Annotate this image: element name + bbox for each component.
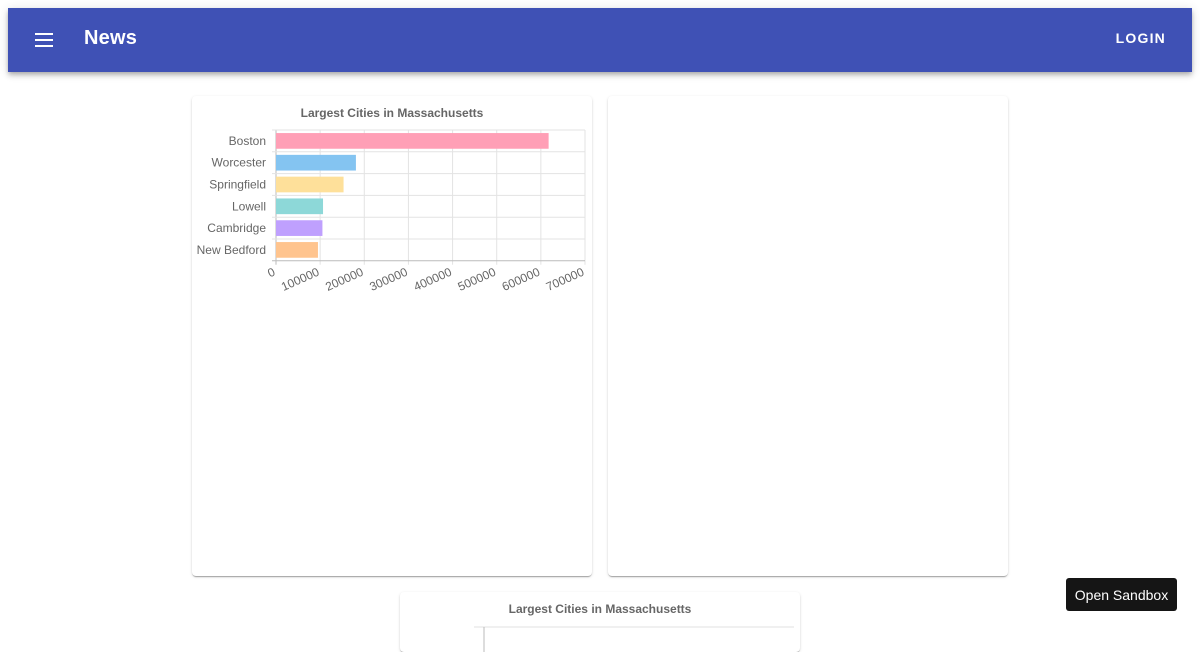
bar-chart: Largest Cities in Massachusetts Boston Wo… — [197, 106, 587, 294]
y-tick-label: Boston — [229, 134, 266, 148]
open-sandbox-button[interactable]: Open Sandbox — [1066, 578, 1177, 611]
bar — [276, 133, 549, 149]
y-tick-label: New Bedford — [197, 243, 266, 257]
empty-card — [608, 96, 1008, 576]
bar — [276, 242, 318, 258]
bar — [276, 220, 323, 236]
x-tick-label: 500000 — [456, 265, 499, 294]
chart-title: Largest Cities in Massachusetts — [509, 602, 692, 616]
chart-card: Largest Cities in Massachusetts Boston Wo… — [192, 96, 592, 576]
menu-button[interactable] — [28, 24, 60, 56]
y-tick-label: Springfield — [209, 178, 266, 192]
chart-title: Largest Cities in Massachusetts — [301, 106, 484, 120]
bar-chart-partial: Largest Cities in Massachusetts — [474, 602, 794, 652]
y-tick-label: Worcester — [212, 156, 266, 170]
x-tick-label: 300000 — [367, 265, 410, 294]
bar — [276, 176, 344, 193]
app-title: News — [84, 27, 138, 49]
bar — [276, 154, 356, 171]
y-tick-label: Lowell — [232, 199, 266, 213]
bar — [276, 198, 324, 215]
x-tick-label: 0 — [265, 265, 277, 281]
y-tick-label: Cambridge — [207, 221, 266, 235]
app-bar: News LOGIN — [8, 8, 1192, 72]
x-tick-label: 600000 — [500, 265, 543, 294]
x-tick-label: 400000 — [412, 265, 455, 294]
x-tick-label: 200000 — [323, 265, 366, 294]
menu-icon — [35, 33, 53, 47]
login-button[interactable]: LOGIN — [1115, 30, 1166, 46]
x-tick-label: 700000 — [544, 265, 587, 294]
chart-card-partial: Largest Cities in Massachusetts — [400, 592, 800, 652]
x-tick-label: 100000 — [279, 265, 322, 294]
